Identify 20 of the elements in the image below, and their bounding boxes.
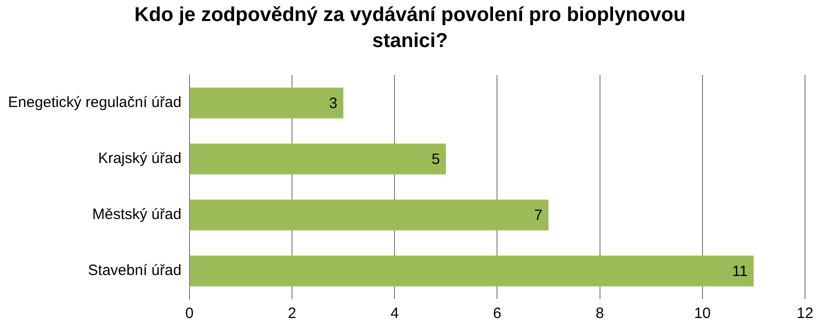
x-tick-label: 2 — [288, 305, 296, 322]
bar — [190, 256, 754, 286]
data-label: 11 — [732, 263, 748, 280]
x-tick-label: 6 — [493, 305, 502, 322]
data-label: 7 — [534, 207, 543, 224]
chart-title: Kdo je zodpovědný za vydávání povolení pro bioplynovou stanici? — [133, 3, 687, 54]
y-tick-label: Enegetický regulační úřad — [8, 94, 182, 112]
bar — [190, 144, 446, 174]
x-tick-label: 10 — [694, 305, 711, 322]
x-tick-label: 12 — [796, 305, 814, 322]
y-tick-label: Městský úřad — [92, 206, 182, 224]
x-tick-label: 4 — [390, 305, 399, 322]
y-tick-label: Krajský úřad — [98, 150, 182, 168]
data-label: 3 — [328, 95, 338, 112]
bar — [190, 88, 344, 118]
bar — [190, 200, 549, 230]
data-label: 5 — [432, 151, 440, 168]
x-tick-label: 8 — [596, 305, 604, 322]
y-tick-label: Stavební úřad — [88, 262, 182, 280]
x-tick-label: 0 — [185, 305, 194, 322]
